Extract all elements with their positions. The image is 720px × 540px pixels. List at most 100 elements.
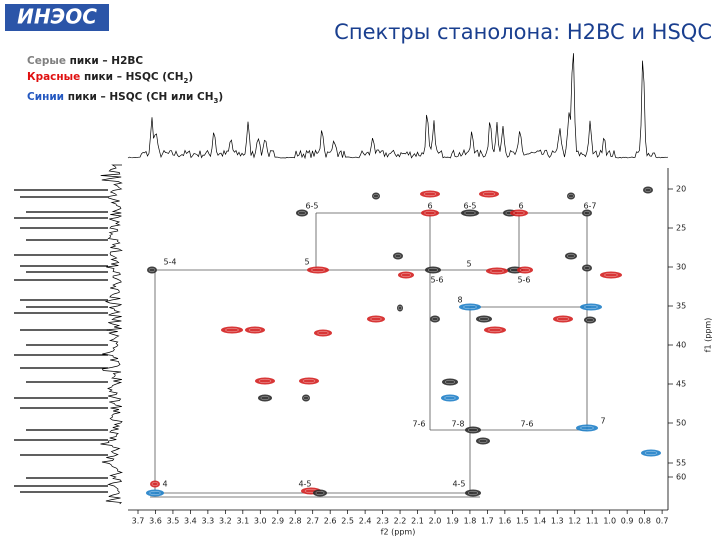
x-tick-label: 1.0 [603, 517, 616, 526]
y-tick-label: 35 [676, 302, 686, 311]
cross-peak [313, 489, 327, 497]
x-tick-label: 0.9 [621, 517, 634, 526]
cross-peak [465, 426, 481, 434]
cross-peak-contour [315, 490, 325, 496]
cross-peak [486, 267, 508, 275]
peak-label: 4-5 [452, 480, 465, 489]
x-tick-label: 1.1 [586, 517, 599, 526]
cross-peak-contour [303, 395, 309, 401]
peak-label: 6-5 [463, 202, 476, 211]
cross-peak-contour [431, 316, 439, 322]
cross-peak [600, 271, 622, 279]
cross-peak-contour [444, 395, 456, 401]
cross-peak-contour [583, 210, 591, 216]
cross-peak-contour [583, 265, 591, 271]
cross-peak-contour [567, 253, 575, 259]
cross-peak [517, 266, 533, 274]
legend: Серые пики – H2BC Красные пики – HSQC (CH… [27, 53, 223, 109]
peak-label: 6-7 [583, 202, 596, 211]
x-tick-label: 2.9 [271, 517, 284, 526]
legend-text: пики – H2BC [69, 55, 144, 67]
y-tick-label: 55 [676, 459, 686, 468]
cross-peak [580, 303, 602, 311]
cross-peak [421, 209, 439, 217]
cross-peak [299, 377, 319, 385]
cross-peak-contour [311, 267, 325, 273]
cross-peak-contour [148, 267, 156, 273]
cross-peak [258, 394, 272, 402]
cross-peak [425, 266, 441, 274]
cross-peak [397, 304, 403, 312]
cross-peak-contour [644, 187, 652, 193]
y-tick-label: 40 [676, 341, 686, 350]
cross-peak-contour [397, 305, 403, 311]
x-tick-label: 2.2 [394, 517, 407, 526]
cross-peak [302, 394, 310, 402]
cross-peak-contour [478, 438, 488, 444]
cross-peak-contour [490, 268, 504, 274]
cross-peak [459, 303, 481, 311]
cross-peak [643, 186, 653, 194]
x-tick-label: 1.6 [499, 517, 512, 526]
cross-peak [641, 449, 661, 457]
peak-label: 8 [457, 296, 462, 305]
x-tick-label: 2.5 [341, 517, 354, 526]
legend-row: Красные пики – HSQC (CH2) [27, 69, 223, 89]
cross-peak-contour [260, 395, 270, 401]
peak-label: 7-6 [520, 420, 533, 429]
x-tick-label: 3.4 [184, 517, 197, 526]
cross-peak [430, 315, 440, 323]
cross-peak-contour [444, 379, 456, 385]
legend-text: Красные [27, 71, 81, 83]
cross-peak-contour [258, 378, 272, 384]
legend-text: 3 [213, 97, 219, 106]
x-tick-label: 1.3 [551, 517, 564, 526]
cross-peak-contour [427, 267, 439, 273]
peak-label: 7-8 [451, 420, 464, 429]
x-tick-label: 2.7 [306, 517, 319, 526]
cross-peak [296, 209, 308, 217]
cross-peak [476, 437, 490, 445]
x-tick-label: 3.6 [149, 517, 162, 526]
x-tick-label: 3.2 [219, 517, 232, 526]
cross-peak-contour [584, 304, 598, 310]
x-tick-label: 2.8 [289, 517, 302, 526]
peak-label: 5-4 [163, 258, 176, 267]
legend-row: Серые пики – H2BC [27, 53, 223, 69]
cross-peak-contour [467, 427, 479, 433]
cross-peak [553, 315, 573, 323]
cross-peak [567, 192, 575, 200]
legend-text: 2 [183, 77, 189, 86]
cross-peak-contour [488, 327, 502, 333]
cross-peak [146, 489, 164, 497]
y-tick-label: 25 [676, 224, 686, 233]
cross-peak [221, 326, 243, 334]
cross-peak-contour [482, 191, 496, 197]
cross-peak-contour [149, 490, 161, 496]
legend-text: Синии [27, 91, 65, 104]
cross-peak [479, 190, 499, 198]
peak-label: 5 [304, 258, 309, 267]
cross-peak [476, 315, 492, 323]
cross-peak-contour [568, 193, 574, 199]
legend-text: пики – HSQC (CH [83, 71, 184, 83]
cross-peak-contour [317, 330, 329, 336]
peak-label: 6 [427, 202, 432, 211]
cross-peak [442, 378, 458, 386]
cross-peak-contour [298, 210, 306, 216]
x-axis-label: f2 (ppm) [381, 528, 416, 537]
x-tick-label: 1.9 [446, 517, 459, 526]
legend-row: Синии пики – HSQC (CH или CH3) [27, 89, 223, 109]
cross-peak-contour [556, 316, 570, 322]
cross-peak [398, 271, 414, 279]
cross-peak [255, 377, 275, 385]
peak-label: 4 [162, 480, 167, 489]
cross-peak-contour [370, 316, 382, 322]
peak-label: 5 [466, 260, 471, 269]
cross-peak [393, 252, 403, 260]
peak-label: 6-5 [305, 202, 318, 211]
peak-label: 4-5 [298, 480, 311, 489]
cross-peak-contour [400, 272, 412, 278]
legend-text: пики – HSQC (CH или CH [67, 91, 214, 104]
